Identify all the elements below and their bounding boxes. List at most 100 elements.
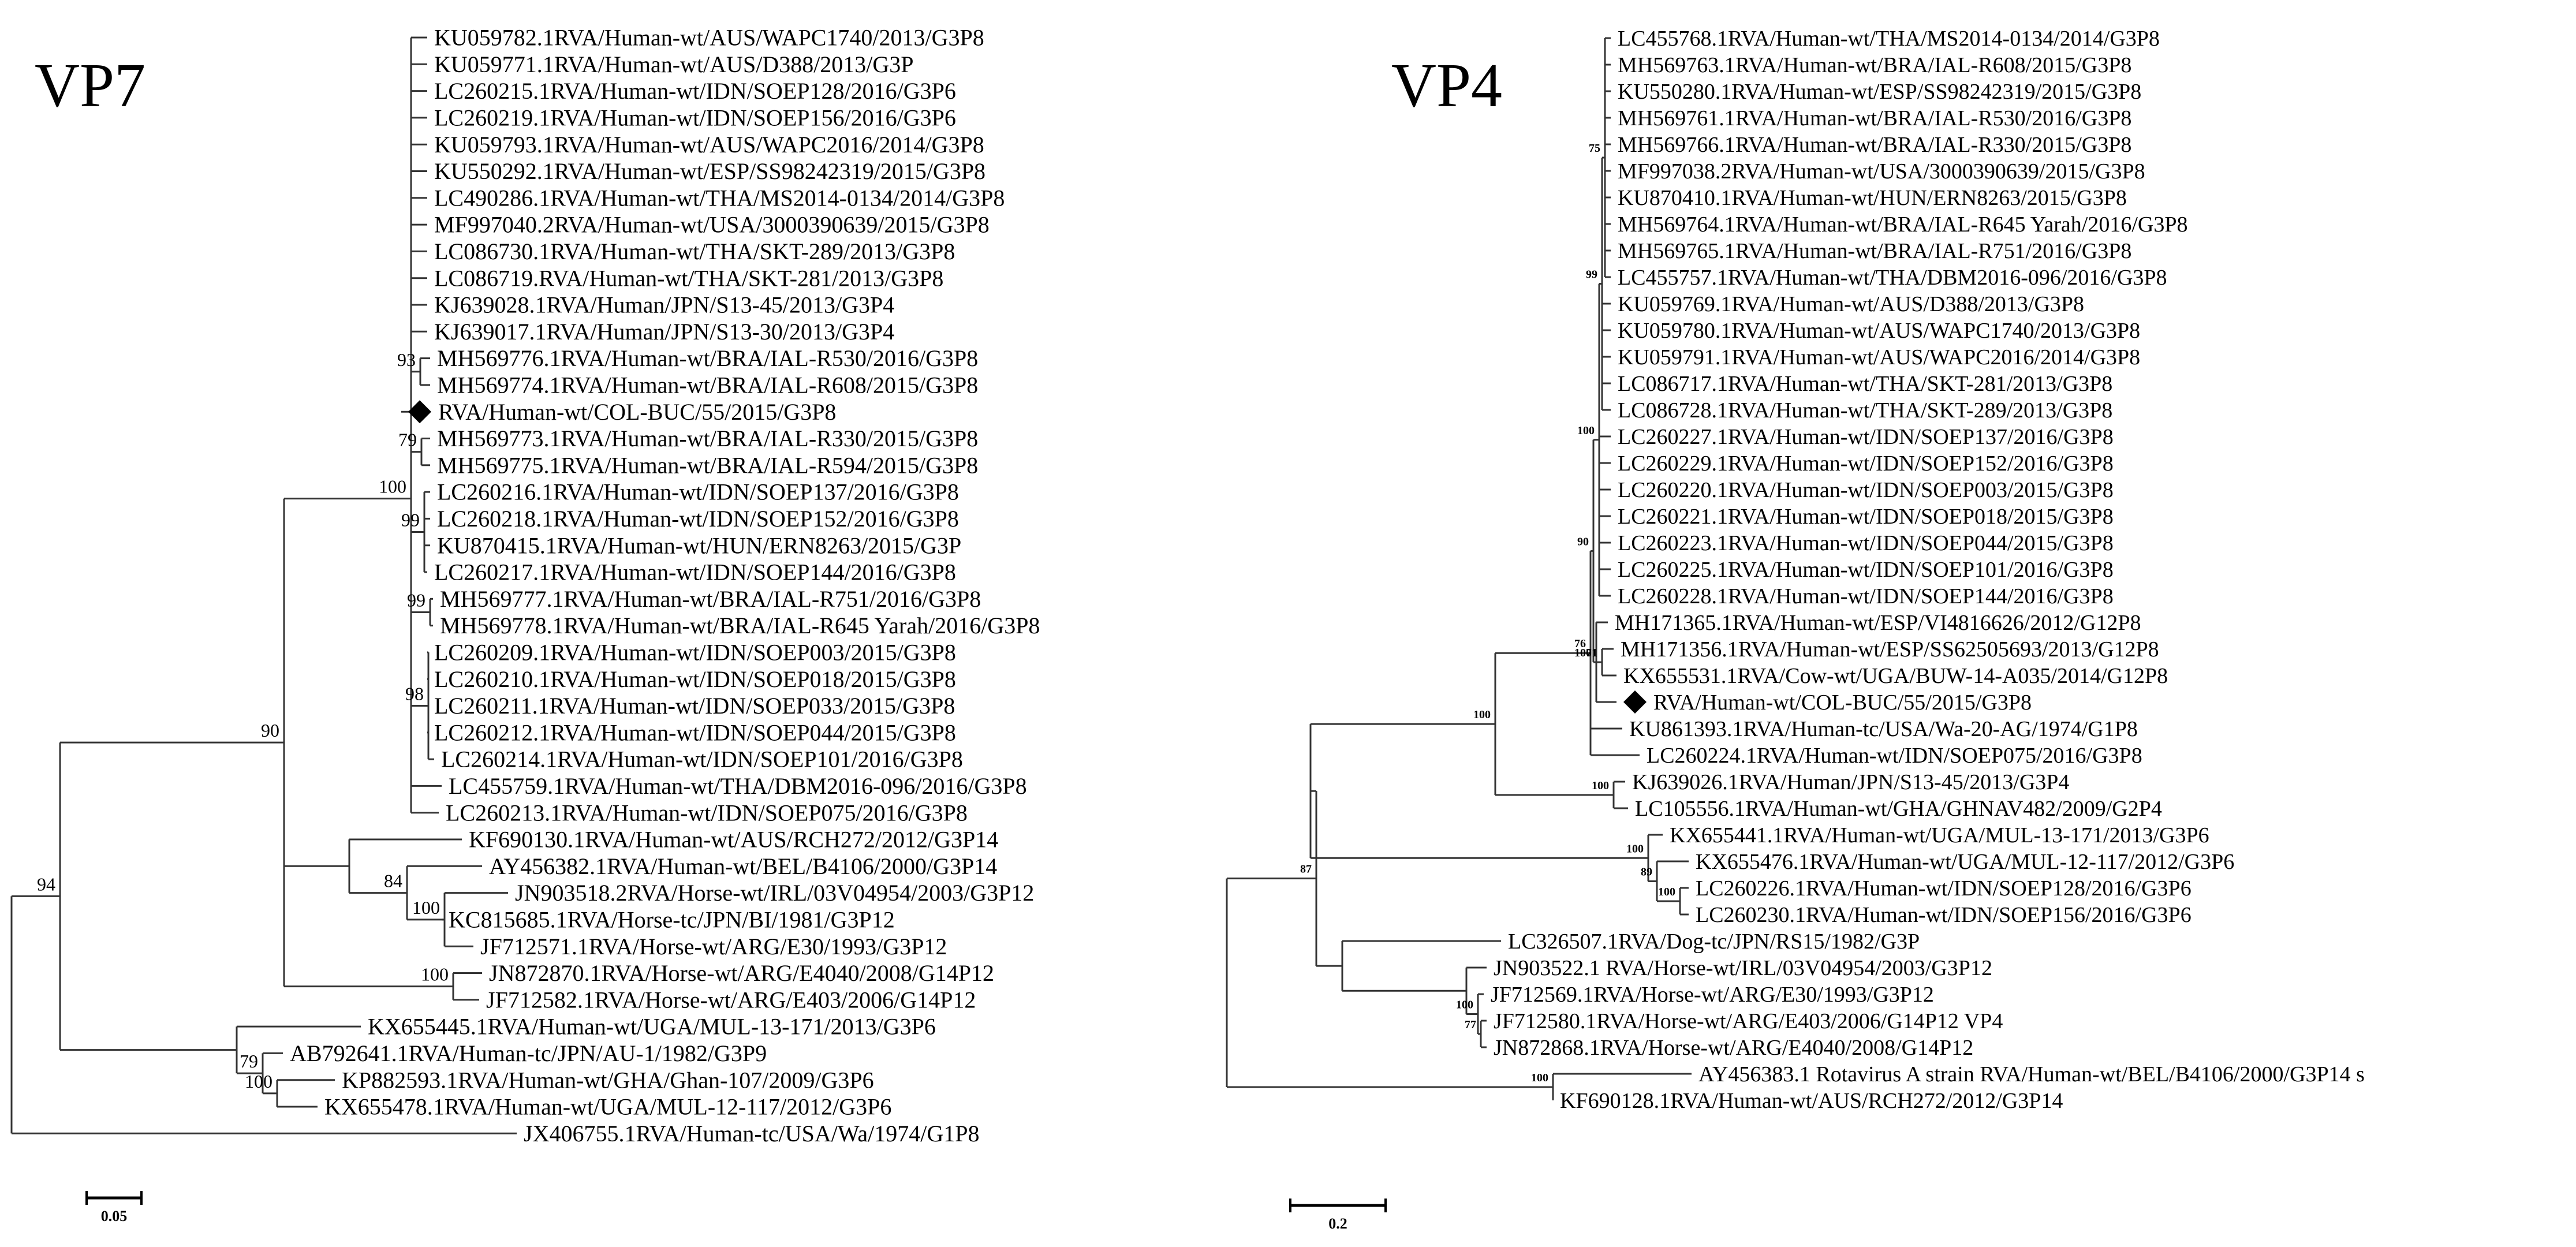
bootstrap-value: 99 (401, 510, 420, 531)
bootstrap-value: 100 (1658, 886, 1675, 898)
taxon-label: KU870410.1RVA/Human-wt/HUN/ERN8263/2015/… (1618, 186, 2127, 210)
taxon-label: LC260211.1RVA/Human-wt/IDN/SOEP033/2015/… (434, 693, 955, 719)
bootstrap-value: 98 (405, 684, 424, 704)
bootstrap-value: 89 (1641, 866, 1652, 879)
taxon-label: MH569778.1RVA/Human-wt/BRA/IAL-R645 Yara… (440, 613, 1040, 639)
taxon-label: LC260216.1RVA/Human-wt/IDN/SOEP137/2016/… (437, 479, 959, 505)
taxon-label: KC815685.1RVA/Horse-tc/JPN/BI/1981/G3P12 (449, 907, 895, 933)
taxon-label: LC086719.RVA/Human-wt/THA/SKT-281/2013/G… (434, 265, 943, 291)
taxon-label: MH569761.1RVA/Human-wt/BRA/IAL-R530/2016… (1618, 106, 2131, 130)
query-strain-diamond-icon (408, 400, 431, 424)
vp7-scale-bar-label: 0.05 (101, 1208, 128, 1224)
taxon-label: LC260223.1RVA/Human-wt/IDN/SOEP044/2015/… (1618, 531, 2114, 555)
taxon-label: MF997038.2RVA/Human-wt/USA/3000390639/20… (1618, 159, 2145, 184)
bootstrap-value: 100 (421, 964, 449, 985)
bootstrap-value: 100 (1592, 779, 1609, 792)
taxon-label: KP882593.1RVA/Human-wt/GHA/Ghan-107/2009… (342, 1067, 874, 1093)
bootstrap-value: 93 (397, 349, 416, 370)
bootstrap-value: 90 (1577, 535, 1589, 548)
taxon-label: LC260212.1RVA/Human-wt/IDN/SOEP044/2015/… (434, 719, 956, 745)
taxon-label: KX655478.1RVA/Human-wt/UGA/MUL-12-117/20… (324, 1094, 891, 1120)
taxon-label: JN903518.2RVA/Horse-wt/IRL/03V04954/2003… (515, 880, 1034, 906)
taxon-label: LC260230.1RVA/Human-wt/IDN/SOEP156/2016/… (1696, 903, 2192, 927)
vp7-panel-title: VP7 (35, 51, 146, 120)
bootstrap-value: 77 (1465, 1018, 1476, 1031)
taxon-label: LC455759.1RVA/Human-wt/THA/DBM2016-096/2… (449, 773, 1027, 799)
taxon-label: MH569776.1RVA/Human-wt/BRA/IAL-R530/2016… (437, 345, 978, 371)
taxon-label: JX406755.1RVA/Human-tc/USA/Wa/1974/G1P8 (524, 1121, 980, 1147)
taxon-label: JF712571.1RVA/Horse-wt/ARG/E30/1993/G3P1… (480, 934, 947, 959)
scale-bars: 0.05 0.2 (85, 1191, 1387, 1232)
taxon-label: MH569773.1RVA/Human-wt/BRA/IAL-R330/2015… (437, 425, 978, 451)
taxon-label: KJ639028.1RVA/Human/JPN/S13-45/2013/G3P4 (434, 292, 894, 318)
taxon-label: KU870415.1RVA/Human-wt/HUN/ERN8263/2015/… (437, 532, 961, 558)
taxon-label: AY456383.1 Rotavirus A strain RVA/Human-… (1698, 1062, 2365, 1087)
taxon-label: MH171356.1RVA/Human-wt/ESP/SS62505693/20… (1621, 637, 2159, 662)
bootstrap-value: 100 (1531, 1071, 1548, 1084)
taxon-label: LC086730.1RVA/Human-wt/THA/SKT-289/2013/… (434, 238, 955, 264)
taxon-label: RVA/Human-wt/COL-BUC/55/2015/G3P8 (438, 399, 836, 425)
taxon-label: LC260219.1RVA/Human-wt/IDN/SOEP156/2016/… (434, 105, 956, 131)
taxon-label: KU550280.1RVA/Human-wt/ESP/SS98242319/20… (1618, 80, 2141, 104)
vp4-tree (1226, 37, 1692, 1100)
taxon-label: KU059780.1RVA/Human-wt/AUS/WAPC1740/2013… (1618, 319, 2140, 343)
taxon-label: MH569766.1RVA/Human-wt/BRA/IAL-R330/2015… (1618, 133, 2131, 157)
taxon-label: KJ639026.1RVA/Human/JPN/S13-45/2013/G3P4 (1632, 770, 2069, 794)
taxon-label: KJ639017.1RVA/Human/JPN/S13-30/2013/G3P4 (434, 319, 894, 345)
bootstrap-value: 94 (37, 873, 55, 894)
bootstrap-value: 76 (1574, 637, 1586, 650)
taxon-label: JN872868.1RVA/Horse-wt/ARG/E4040/2008/G1… (1494, 1036, 1973, 1060)
taxon-label: KU059769.1RVA/Human-wt/AUS/D388/2013/G3P… (1618, 292, 2084, 316)
taxon-label: KU550292.1RVA/Human-wt/ESP/SS98242319/20… (434, 158, 985, 184)
taxon-label: JF712582.1RVA/Horse-wt/ARG/E403/2006/G14… (486, 987, 976, 1013)
taxon-label: LC326507.1RVA/Dog-tc/JPN/RS15/1982/G3P (1508, 929, 1920, 954)
vp7-taxon-labels: KU059782.1RVA/Human-wt/AUS/WAPC1740/2013… (290, 25, 1040, 1147)
taxon-label: KU059793.1RVA/Human-wt/AUS/WAPC2016/2014… (434, 132, 984, 158)
taxon-label: KU861393.1RVA/Human-tc/USA/Wa-20-AG/1974… (1629, 717, 2138, 741)
taxon-label: MH569777.1RVA/Human-wt/BRA/IAL-R751/2016… (440, 586, 981, 612)
vp4-taxon-labels: LC455768.1RVA/Human-wt/THA/MS2014-0134/2… (1491, 27, 2365, 1113)
bootstrap-value: 84 (384, 871, 402, 891)
taxon-label: MH569763.1RVA/Human-wt/BRA/IAL-R608/2015… (1618, 53, 2131, 77)
taxon-label: JF712569.1RVA/Horse-wt/ARG/E30/1993/G3P1… (1491, 983, 1934, 1007)
bootstrap-value: 75 (1589, 142, 1600, 155)
taxon-label: MH569774.1RVA/Human-wt/BRA/IAL-R608/2015… (437, 372, 978, 398)
taxon-label: LC260214.1RVA/Human-wt/IDN/SOEP101/2016/… (441, 746, 963, 772)
taxon-label: MH569764.1RVA/Human-wt/BRA/IAL-R645 Yara… (1618, 212, 2187, 237)
query-strain-diamond-icon (1623, 690, 1647, 714)
bootstrap-value: 100 (1574, 647, 1592, 659)
taxon-label: JN872870.1RVA/Horse-wt/ARG/E4040/2008/G1… (489, 960, 994, 986)
bootstrap-value: 90 (261, 720, 279, 741)
taxon-label: LC086728.1RVA/Human-wt/THA/SKT-289/2013/… (1618, 398, 2112, 423)
bootstrap-value: 100 (1456, 999, 1473, 1011)
taxon-label: LC260218.1RVA/Human-wt/IDN/SOEP152/2016/… (437, 506, 959, 532)
taxon-label: KF690128.1RVA/Human-wt/AUS/RCH272/2012/G… (1560, 1089, 2063, 1113)
taxon-label: KX655445.1RVA/Human-wt/UGA/MUL-13-171/20… (368, 1014, 936, 1040)
taxon-label: LC260224.1RVA/Human-wt/IDN/SOEP075/2016/… (1647, 744, 2142, 768)
taxon-label: LC490286.1RVA/Human-wt/THA/MS2014-0134/2… (434, 185, 1005, 211)
bootstrap-value: 100 (379, 476, 406, 497)
taxon-label: JN903522.1 RVA/Horse-wt/IRL/03V04954/200… (1494, 956, 1992, 980)
taxon-label: MH171365.1RVA/Human-wt/ESP/VI4816626/201… (1615, 611, 2141, 635)
bootstrap-value: 100 (412, 897, 440, 918)
taxon-label: LC260225.1RVA/Human-wt/IDN/SOEP101/2016/… (1618, 558, 2114, 582)
taxon-label: LC260228.1RVA/Human-wt/IDN/SOEP144/2016/… (1618, 584, 2114, 608)
bootstrap-value: 100 (1626, 842, 1644, 855)
taxon-label: LC260220.1RVA/Human-wt/IDN/SOEP003/2015/… (1618, 478, 2114, 502)
taxon-label: KX655441.1RVA/Human-wt/UGA/MUL-13-171/20… (1670, 823, 2209, 847)
bootstrap-value: 100 (245, 1071, 272, 1092)
taxon-label: MH569775.1RVA/Human-wt/BRA/IAL-R594/2015… (437, 452, 978, 478)
taxon-label: LC260213.1RVA/Human-wt/IDN/SOEP075/2016/… (446, 800, 968, 826)
taxon-label: LC086717.1RVA/Human-wt/THA/SKT-281/2013/… (1618, 372, 2112, 396)
bootstrap-value: 100 (1473, 708, 1491, 721)
taxon-label: JF712580.1RVA/Horse-wt/ARG/E403/2006/G14… (1494, 1009, 2003, 1033)
bootstrap-value: 71 (1586, 647, 1597, 659)
taxon-label: LC260229.1RVA/Human-wt/IDN/SOEP152/2016/… (1618, 451, 2114, 476)
taxon-label: LC260215.1RVA/Human-wt/IDN/SOEP128/2016/… (434, 78, 956, 104)
taxon-label: LC260209.1RVA/Human-wt/IDN/SOEP003/2015/… (434, 640, 956, 666)
taxon-label: KU059791.1RVA/Human-wt/AUS/WAPC2016/2014… (1618, 345, 2140, 369)
taxon-label: KX655476.1RVA/Human-wt/UGA/MUL-12-117/20… (1696, 850, 2234, 874)
